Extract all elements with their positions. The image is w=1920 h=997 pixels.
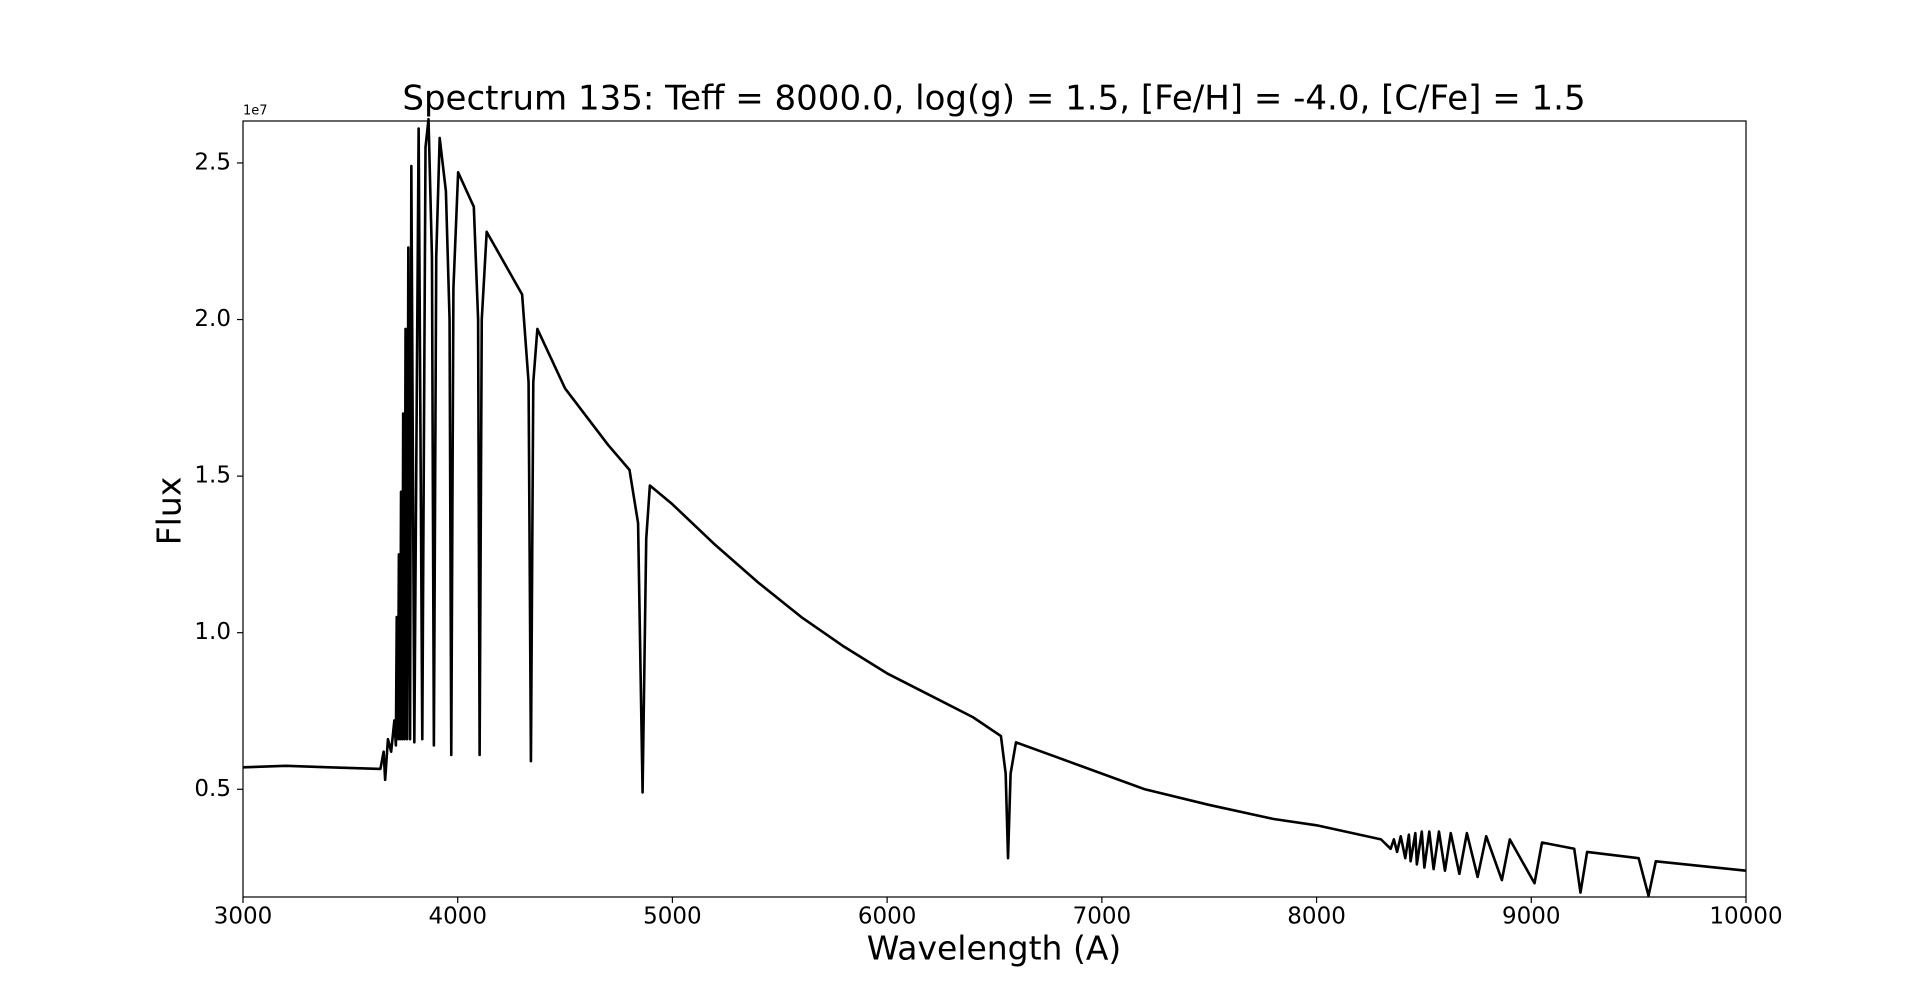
x-tick-label: 7000 bbox=[1073, 904, 1132, 930]
y-axis-label: Flux bbox=[150, 477, 189, 546]
y-tick-label: 2.0 bbox=[194, 306, 231, 332]
y-tick-label: 1.5 bbox=[194, 463, 231, 489]
y-offset-label: 1e7 bbox=[243, 104, 268, 119]
x-tick-label: 3000 bbox=[214, 904, 273, 930]
x-tick-label: 4000 bbox=[428, 904, 487, 930]
x-tick-label: 9000 bbox=[1502, 904, 1561, 930]
x-axis-label: Wavelength (A) bbox=[867, 929, 1122, 968]
spectrum-line bbox=[242, 117, 1747, 898]
x-tick-label: 5000 bbox=[643, 904, 702, 930]
y-tick-label: 0.5 bbox=[194, 776, 231, 802]
chart-title: Spectrum 135: Teff = 8000.0, log(g) = 1.… bbox=[402, 79, 1585, 119]
x-tick-label: 10000 bbox=[1709, 904, 1782, 930]
plot-frame bbox=[242, 120, 1747, 898]
y-tick-label: 1.0 bbox=[194, 619, 231, 645]
x-tick-label: 6000 bbox=[858, 904, 917, 930]
y-tick-label: 2.5 bbox=[194, 149, 231, 175]
x-tick-label: 8000 bbox=[1287, 904, 1346, 930]
